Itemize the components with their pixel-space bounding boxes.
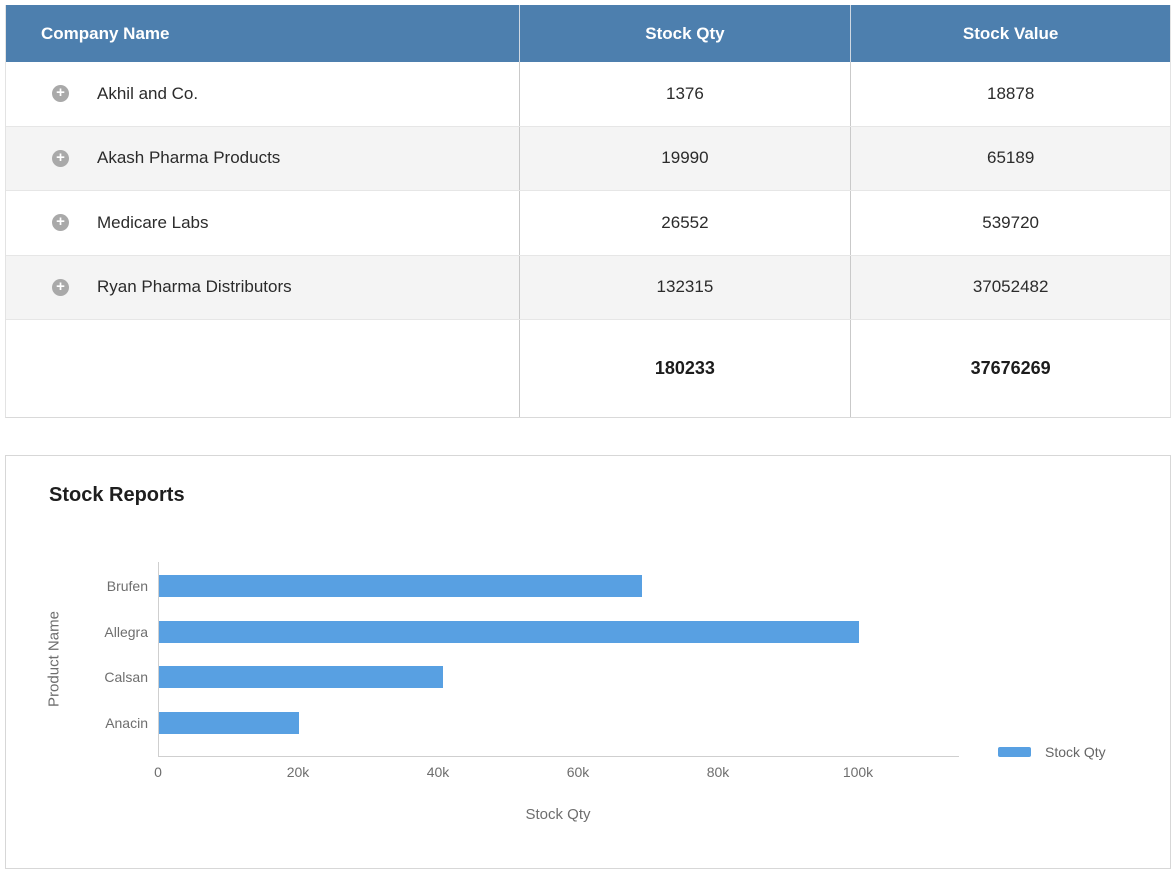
category-label: Anacin — [105, 714, 148, 731]
expand-row-plus-icon[interactable]: + — [52, 278, 69, 296]
stock-qty-cell: 1376 — [518, 62, 851, 126]
category-label: Allegra — [104, 623, 148, 640]
chart-bar-brufen[interactable] — [159, 575, 642, 597]
stock-value-cell: 37052482 — [850, 255, 1170, 319]
chart-title: Stock Reports — [49, 484, 185, 506]
stock-qty-cell: 26552 — [518, 191, 851, 255]
table-row: + Akash Pharma Products 19990 65189 — [6, 126, 1170, 191]
column-header-company-name: Company Name — [41, 23, 170, 43]
company-cell: + Ryan Pharma Distributors — [6, 256, 519, 320]
x-tick-label: 80k — [706, 764, 730, 780]
category-label: Calsan — [104, 669, 148, 685]
chart-bar-anacin[interactable] — [159, 711, 299, 734]
total-stock-qty: 180233 — [518, 320, 851, 417]
column-header-stock-qty: Stock Qty — [518, 5, 851, 62]
table-row: + Akhil and Co. 1376 18878 — [6, 62, 1170, 127]
totals-empty-cell — [6, 320, 519, 417]
x-axis-title: Stock Qty — [525, 806, 591, 823]
stock-reports-chart-panel: Stock Reports Product Name Stock Qty Sto… — [5, 455, 1171, 869]
x-tick-label: 60k — [566, 764, 590, 780]
table-totals-row: 180233 37676269 — [6, 320, 1170, 417]
company-name: Ryan Pharma Distributors — [97, 277, 292, 297]
stock-summary-table: Company Name Stock Qty Stock Value + Akhi… — [5, 5, 1171, 418]
company-cell: + Medicare Labs — [6, 191, 519, 255]
table-body: + Akhil and Co. 1376 18878 + Akash Pharma Pro… — [6, 62, 1170, 320]
company-cell: + Akash Pharma Products — [6, 127, 519, 191]
company-name: Medicare Labs — [97, 212, 209, 232]
company-name: Akhil and Co. — [97, 83, 199, 103]
legend-item-stock-qty[interactable]: Stock Qty — [998, 744, 1106, 760]
column-header-stock-value: Stock Value — [850, 5, 1170, 62]
y-axis-line — [158, 562, 159, 757]
x-tick-label: 0 — [154, 764, 162, 780]
stock-value-cell: 18878 — [850, 62, 1170, 126]
category-label: Brufen — [106, 578, 148, 594]
stock-value-cell: 539720 — [850, 191, 1170, 255]
chart-bar-allegra[interactable] — [159, 620, 859, 643]
legend-swatch-icon — [998, 747, 1031, 757]
company-name: Akash Pharma Products — [97, 148, 281, 168]
x-tick-label: 40k — [426, 764, 450, 780]
x-axis-line — [158, 756, 959, 757]
chart-bar-calsan[interactable] — [159, 666, 443, 688]
expand-row-plus-icon[interactable]: + — [52, 214, 69, 232]
company-cell: + Akhil and Co. — [6, 62, 519, 126]
expand-row-plus-icon[interactable]: + — [52, 149, 69, 167]
table-row: + Ryan Pharma Distributors 132315 37052482 — [6, 255, 1170, 320]
legend-label: Stock Qty — [1045, 744, 1106, 760]
table-row: + Medicare Labs 26552 539720 — [6, 191, 1170, 256]
x-tick-label: 20k — [286, 764, 310, 780]
expand-row-plus-icon[interactable]: + — [52, 85, 69, 103]
stock-qty-cell: 132315 — [518, 255, 851, 319]
stock-value-cell: 65189 — [850, 126, 1170, 190]
stock-qty-cell: 19990 — [518, 126, 851, 190]
table-header-row: Company Name Stock Qty Stock Value — [6, 5, 1170, 62]
total-stock-value: 37676269 — [850, 320, 1170, 417]
x-tick-label: 100k — [842, 764, 874, 780]
